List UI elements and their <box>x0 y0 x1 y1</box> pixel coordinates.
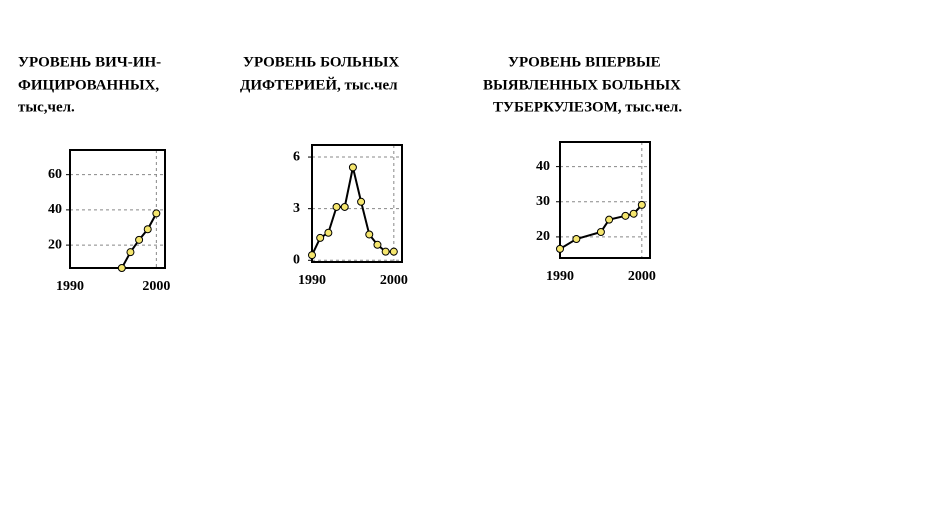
data-point <box>143 225 152 234</box>
data-point <box>348 163 357 172</box>
data-point <box>556 244 564 253</box>
data-point <box>332 202 341 211</box>
y-tick-label: 40 <box>536 159 550 174</box>
data-point <box>126 248 135 257</box>
chart-title: УРОВЕНЬ ВПЕРВЫЕ <box>508 54 661 70</box>
x-tick-label: 2000 <box>628 269 656 284</box>
data-point <box>389 247 398 256</box>
data-point <box>340 202 349 211</box>
data-point <box>135 235 144 244</box>
data-point <box>621 211 630 220</box>
y-tick-label: 20 <box>48 237 62 252</box>
data-point <box>324 228 333 237</box>
chart-title: УРОВЕНЬ БОЛЬНЫХ <box>243 54 399 70</box>
chart-title: тыс,чел. <box>18 99 75 115</box>
x-tick-label: 1990 <box>546 269 574 284</box>
plot-frame <box>311 144 403 263</box>
chart-title: УРОВЕНЬ ВИЧ-ИН- <box>18 54 161 70</box>
data-point <box>381 247 390 256</box>
data-point <box>365 230 374 239</box>
x-tick-label: 2000 <box>380 273 408 288</box>
chart-title: ТУБЕРКУЛЕЗОМ, тыс.чел. <box>493 99 682 115</box>
y-tick-label: 20 <box>536 229 550 244</box>
data-point <box>357 197 366 206</box>
data-point <box>596 227 605 236</box>
data-point <box>117 264 126 272</box>
y-tick-label: 60 <box>48 167 62 182</box>
chart-title: ДИФТЕРИЕЙ, тыс.чел <box>240 76 398 93</box>
x-tick-label: 1990 <box>56 279 84 294</box>
chart: УРОВЕНЬ ВПЕРВЫЕ ВЫЯВЛЕННЫХ БОЛЬНЫХ ТУБЕРКУ… <box>483 54 682 284</box>
data-point <box>308 251 316 260</box>
data-point <box>152 209 161 218</box>
x-tick-label: 1990 <box>298 273 326 288</box>
y-tick-label: 30 <box>536 194 550 209</box>
data-point <box>572 235 581 244</box>
chart: УРОВЕНЬ БОЛЬНЫХ ДИФТЕРИЕЙ, тыс.чел 0 3 6 1990… <box>240 54 408 288</box>
chart-title: ВЫЯВЛЕННЫХ БОЛЬНЫХ <box>483 77 681 93</box>
data-point <box>637 200 646 209</box>
data-point <box>373 240 382 249</box>
data-point <box>605 215 614 224</box>
data-line <box>560 204 643 250</box>
plot-frame <box>69 149 166 269</box>
x-tick-label: 2000 <box>142 279 170 294</box>
data-line <box>312 167 394 256</box>
data-point <box>316 233 325 242</box>
y-tick-label: 6 <box>293 149 300 164</box>
data-point <box>629 209 638 218</box>
y-tick-label: 3 <box>293 201 300 216</box>
plot-frame <box>559 141 651 259</box>
chart-title: ФИЦИРОВАННЫХ, <box>18 77 159 93</box>
y-tick-label: 0 <box>293 252 300 267</box>
y-tick-label: 40 <box>48 202 62 217</box>
chart: УРОВЕНЬ ВИЧ-ИН- ФИЦИРОВАННЫХ, тыс,чел. 20 40… <box>18 54 170 294</box>
